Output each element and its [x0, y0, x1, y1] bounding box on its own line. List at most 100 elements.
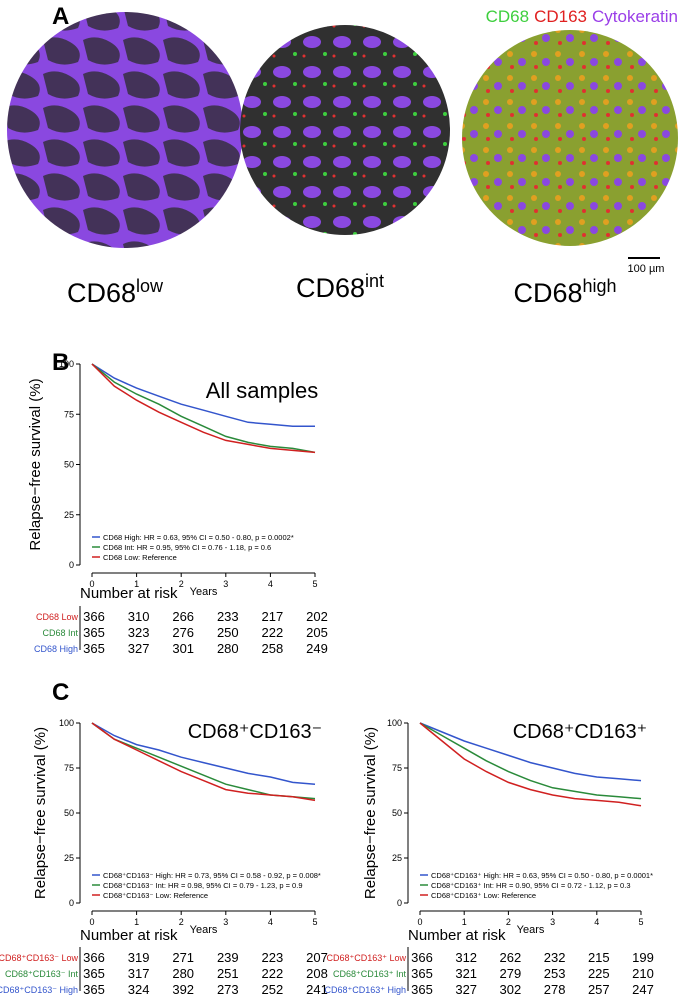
y-tick-label: 75 — [392, 763, 402, 773]
image-label: CD68high — [513, 276, 616, 308]
x-tick-label: 5 — [312, 917, 317, 927]
risk-row-label: CD68⁺CD163⁻ High — [0, 985, 78, 995]
risk-table-title: Number at risk — [80, 927, 178, 944]
y-tick-label: 100 — [59, 718, 74, 728]
risk-count: 239 — [217, 950, 239, 965]
risk-count: 215 — [588, 950, 610, 965]
y-tick-label: 25 — [392, 853, 402, 863]
risk-count: 365 — [411, 982, 433, 997]
legend-label: CD68⁺CD163⁺ High: HR = 0.63, 95% CI = 0.… — [431, 871, 653, 880]
risk-count: 225 — [588, 966, 610, 981]
legend-label: CD68 High: HR = 0.63, 95% CI = 0.50 - 0.… — [103, 533, 294, 542]
x-tick-label: 3 — [223, 579, 228, 589]
y-tick-label: 25 — [64, 853, 74, 863]
risk-count: 202 — [306, 609, 328, 624]
y-tick-label: 50 — [64, 808, 74, 818]
risk-count: 249 — [306, 641, 328, 656]
panel-label: C — [52, 679, 69, 706]
risk-count: 302 — [500, 982, 522, 997]
x-axis-label: Years — [190, 586, 218, 598]
risk-count: 258 — [262, 641, 284, 656]
stain-legend-item: CD163 — [534, 7, 587, 26]
legend-label: CD68⁺CD163⁺ Low: Reference — [431, 891, 536, 900]
risk-count: 280 — [217, 641, 239, 656]
risk-row-label: CD68⁺CD163⁺ Int — [333, 969, 407, 979]
risk-count: 365 — [83, 625, 105, 640]
risk-count: 273 — [217, 982, 239, 997]
image-label-sup: int — [365, 271, 384, 291]
legend-label: CD68⁺CD163⁻ Int: HR = 0.98, 95% CI = 0.7… — [103, 881, 303, 890]
risk-row-label: CD68 Int — [42, 628, 78, 638]
risk-count: 222 — [262, 625, 284, 640]
risk-count: 327 — [455, 982, 477, 997]
legend-label: CD68⁺CD163⁻ High: HR = 0.73, 95% CI = 0.… — [103, 871, 321, 880]
legend-label: CD68⁺CD163⁺ Int: HR = 0.90, 95% CI = 0.7… — [431, 881, 631, 890]
risk-count: 366 — [83, 950, 105, 965]
risk-count: 199 — [632, 950, 654, 965]
risk-count: 232 — [544, 950, 566, 965]
x-tick-label: 4 — [594, 917, 599, 927]
risk-count: 365 — [83, 982, 105, 997]
risk-row-label: CD68⁺CD163⁻ Int — [5, 969, 79, 979]
stain-legend-item: Cytokeratin — [592, 7, 678, 26]
risk-count: 223 — [262, 950, 284, 965]
risk-count: 210 — [632, 966, 654, 981]
y-tick-label: 25 — [64, 510, 74, 520]
survival-curve — [91, 363, 316, 454]
risk-count: 312 — [455, 950, 477, 965]
x-tick-label: 0 — [89, 917, 94, 927]
chart-title: CD68⁺CD163⁺ — [513, 721, 648, 743]
image-label-sup: low — [136, 276, 164, 296]
risk-row-label: CD68⁺CD163⁺ Low — [326, 953, 406, 963]
stain-legend: CD68 CD163 Cytokeratin — [486, 7, 678, 26]
x-tick-label: 5 — [638, 917, 643, 927]
risk-count: 310 — [128, 609, 150, 624]
y-tick-label: 100 — [387, 718, 402, 728]
survival-curve — [419, 722, 642, 800]
risk-count: 319 — [128, 950, 150, 965]
risk-count: 392 — [172, 982, 194, 997]
risk-count: 250 — [217, 625, 239, 640]
risk-row-label: CD68⁺CD163⁻ Low — [0, 953, 78, 963]
survival-curve — [91, 722, 316, 802]
panel-label: B — [52, 349, 69, 376]
risk-count: 271 — [172, 950, 194, 965]
risk-count: 366 — [83, 609, 105, 624]
risk-row-label: CD68⁺CD163⁺ High — [324, 985, 406, 995]
legend-label: CD68⁺CD163⁻ Low: Reference — [103, 891, 208, 900]
risk-count: 323 — [128, 625, 150, 640]
risk-count: 257 — [588, 982, 610, 997]
x-tick-label: 4 — [268, 917, 273, 927]
risk-count: 279 — [500, 966, 522, 981]
y-tick-label: 0 — [69, 898, 74, 908]
tissue-image — [7, 12, 243, 248]
risk-count: 251 — [217, 966, 239, 981]
risk-count: 278 — [544, 982, 566, 997]
survival-curve — [419, 722, 642, 807]
x-tick-label: 1 — [134, 917, 139, 927]
risk-count: 222 — [262, 966, 284, 981]
risk-count: 253 — [544, 966, 566, 981]
risk-count: 217 — [262, 609, 284, 624]
survival-curve — [91, 363, 315, 428]
y-tick-label: 75 — [64, 763, 74, 773]
risk-count: 205 — [306, 625, 328, 640]
y-tick-label: 0 — [69, 560, 74, 570]
risk-count: 262 — [500, 950, 522, 965]
survival-curve — [91, 722, 316, 785]
y-tick-label: 0 — [397, 898, 402, 908]
x-tick-label: 4 — [268, 579, 273, 589]
image-label-sup: high — [583, 276, 617, 296]
risk-count: 252 — [262, 982, 284, 997]
x-tick-label: 2 — [506, 917, 511, 927]
survival-curve — [91, 363, 316, 454]
x-tick-label: 2 — [179, 917, 184, 927]
chart-title: CD68⁺CD163⁻ — [188, 721, 323, 743]
risk-count: 241 — [306, 982, 328, 997]
chart-title: All samples — [206, 378, 318, 403]
risk-count: 301 — [172, 641, 194, 656]
image-label: CD68int — [296, 271, 384, 303]
risk-count: 233 — [217, 609, 239, 624]
